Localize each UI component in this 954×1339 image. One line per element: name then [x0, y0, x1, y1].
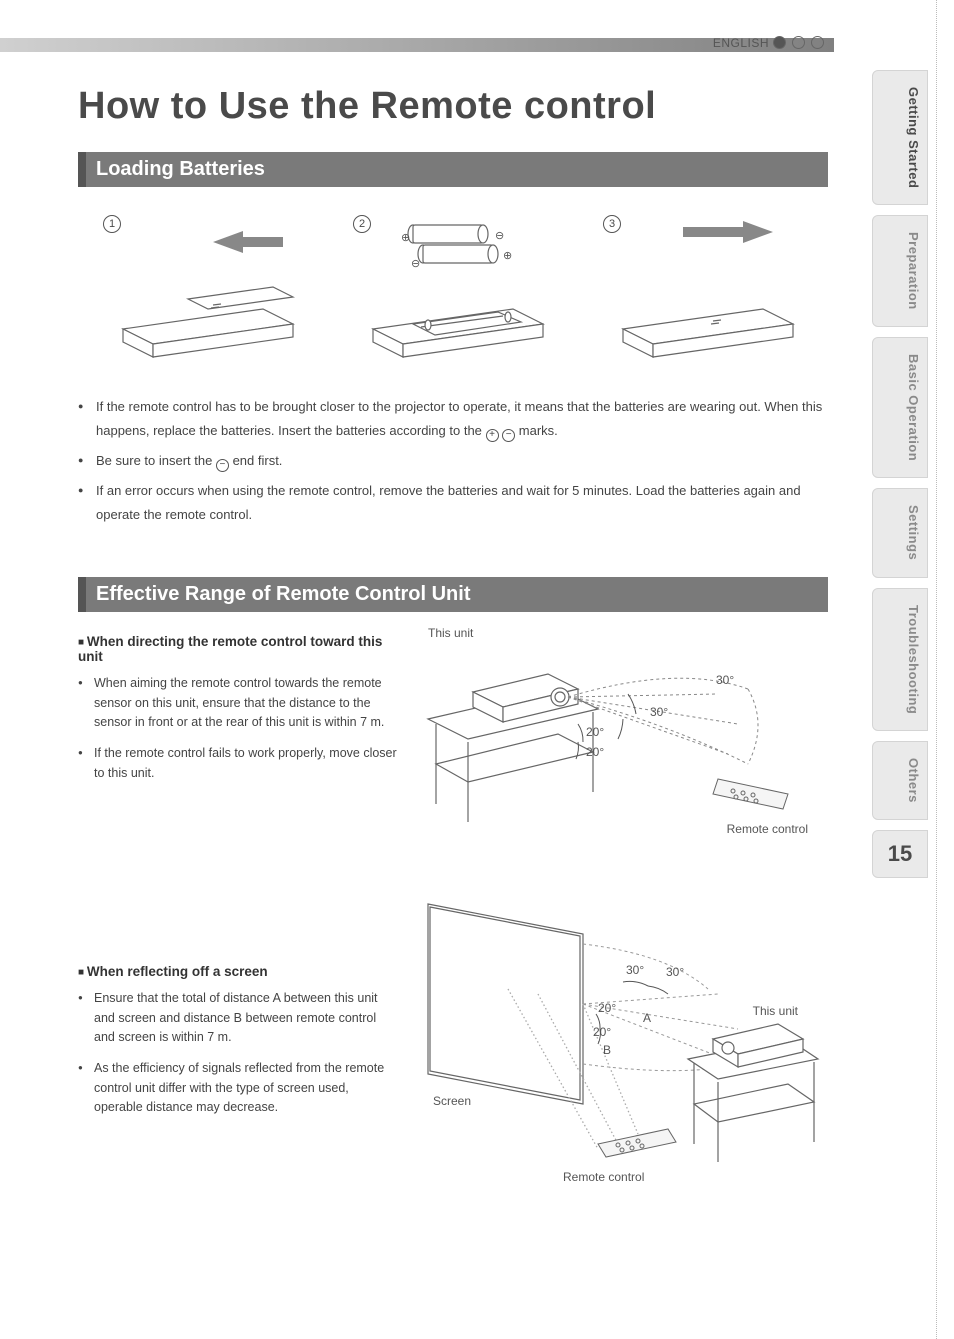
- language-indicator-dots: [773, 36, 824, 49]
- battery-step-2: 2 ⊕ ⊖ ⊖ ⊕: [343, 209, 563, 369]
- figure-direct-svg: 30° 30° 20° 20°: [418, 634, 818, 854]
- lang-dot-active: [773, 36, 786, 49]
- svg-text:30°: 30°: [626, 963, 644, 977]
- reflect-note-2: As the efficiency of signals reflected f…: [78, 1059, 388, 1117]
- svg-text:⊖: ⊖: [495, 230, 504, 242]
- step-number-2: 2: [353, 215, 371, 233]
- svg-text:20°: 20°: [593, 1025, 611, 1039]
- svg-text:B: B: [603, 1043, 611, 1057]
- fig2-label-unit: This unit: [753, 1004, 798, 1018]
- section-heading-batteries: Loading Batteries: [78, 152, 828, 187]
- page-right-edge: [936, 0, 954, 1339]
- lang-dot: [811, 36, 824, 49]
- svg-text:30°: 30°: [716, 673, 734, 687]
- battery-step-1-svg: [93, 209, 313, 369]
- subheading-reflect: When reflecting off a screen: [78, 964, 388, 979]
- svg-text:⊖: ⊖: [411, 258, 420, 270]
- direct-note-1: When aiming the remote control towards t…: [78, 674, 398, 732]
- section-heading-range: Effective Range of Remote Control Unit: [78, 577, 828, 612]
- header-gradient-bar: [0, 38, 834, 52]
- battery-notes-list: If the remote control has to be brought …: [78, 395, 828, 527]
- svg-text:⊕: ⊕: [503, 250, 512, 262]
- subheading-direct: When directing the remote control toward…: [78, 634, 398, 664]
- svg-text:⊕: ⊕: [401, 232, 410, 244]
- battery-step-1: 1: [93, 209, 313, 369]
- page-title: How to Use the Remote control: [78, 85, 828, 128]
- reflect-note-1: Ensure that the total of distance A betw…: [78, 989, 388, 1047]
- fig2-label-remote: Remote control: [563, 1170, 644, 1184]
- fig2-label-screen: Screen: [433, 1094, 471, 1108]
- figure-direct-range: This unit: [418, 634, 828, 854]
- battery-step-3: 3: [593, 209, 813, 369]
- tab-preparation[interactable]: Preparation: [872, 215, 928, 327]
- battery-step-2-svg: ⊕ ⊖ ⊖ ⊕: [343, 209, 563, 369]
- step-number-1: 1: [103, 215, 121, 233]
- svg-text:30°: 30°: [650, 705, 668, 719]
- svg-text:A: A: [643, 1011, 651, 1025]
- page-number: 15: [872, 830, 928, 878]
- tab-basic-operation[interactable]: Basic Operation: [872, 337, 928, 478]
- language-label: ENGLISH: [713, 36, 769, 50]
- figure-reflect-svg: 30° 30° 20° 20° A B: [408, 894, 828, 1194]
- battery-step-3-svg: [593, 209, 813, 369]
- tab-troubleshooting[interactable]: Troubleshooting: [872, 588, 928, 731]
- side-tab-column: Getting Started Preparation Basic Operat…: [872, 70, 928, 878]
- fig1-label-unit: This unit: [428, 626, 473, 640]
- svg-text:30°: 30°: [666, 965, 684, 979]
- battery-note-2: Be sure to insert the − end first.: [78, 449, 828, 473]
- lang-dot: [792, 36, 805, 49]
- battery-note-1: If the remote control has to be brought …: [78, 395, 828, 443]
- svg-text:20°: 20°: [598, 1001, 616, 1015]
- tab-settings[interactable]: Settings: [872, 488, 928, 577]
- direct-note-2: If the remote control fails to work prop…: [78, 744, 398, 783]
- battery-note-3: If an error occurs when using the remote…: [78, 479, 828, 527]
- battery-diagram-row: 1 2: [78, 209, 828, 369]
- tab-getting-started[interactable]: Getting Started: [872, 70, 928, 205]
- svg-text:20°: 20°: [586, 745, 604, 759]
- fig1-label-remote: Remote control: [727, 822, 808, 836]
- figure-reflect-range: 30° 30° 20° 20° A B: [408, 894, 828, 1194]
- step-number-3: 3: [603, 215, 621, 233]
- svg-text:20°: 20°: [586, 725, 604, 739]
- tab-others[interactable]: Others: [872, 741, 928, 820]
